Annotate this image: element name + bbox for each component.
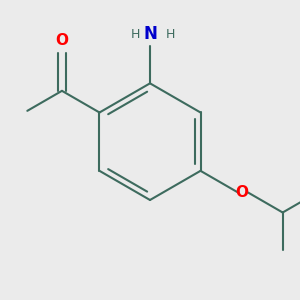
Text: H: H xyxy=(166,28,176,41)
Text: O: O xyxy=(56,33,68,48)
Text: H: H xyxy=(131,28,140,41)
Text: N: N xyxy=(143,25,157,43)
Text: O: O xyxy=(235,185,248,200)
